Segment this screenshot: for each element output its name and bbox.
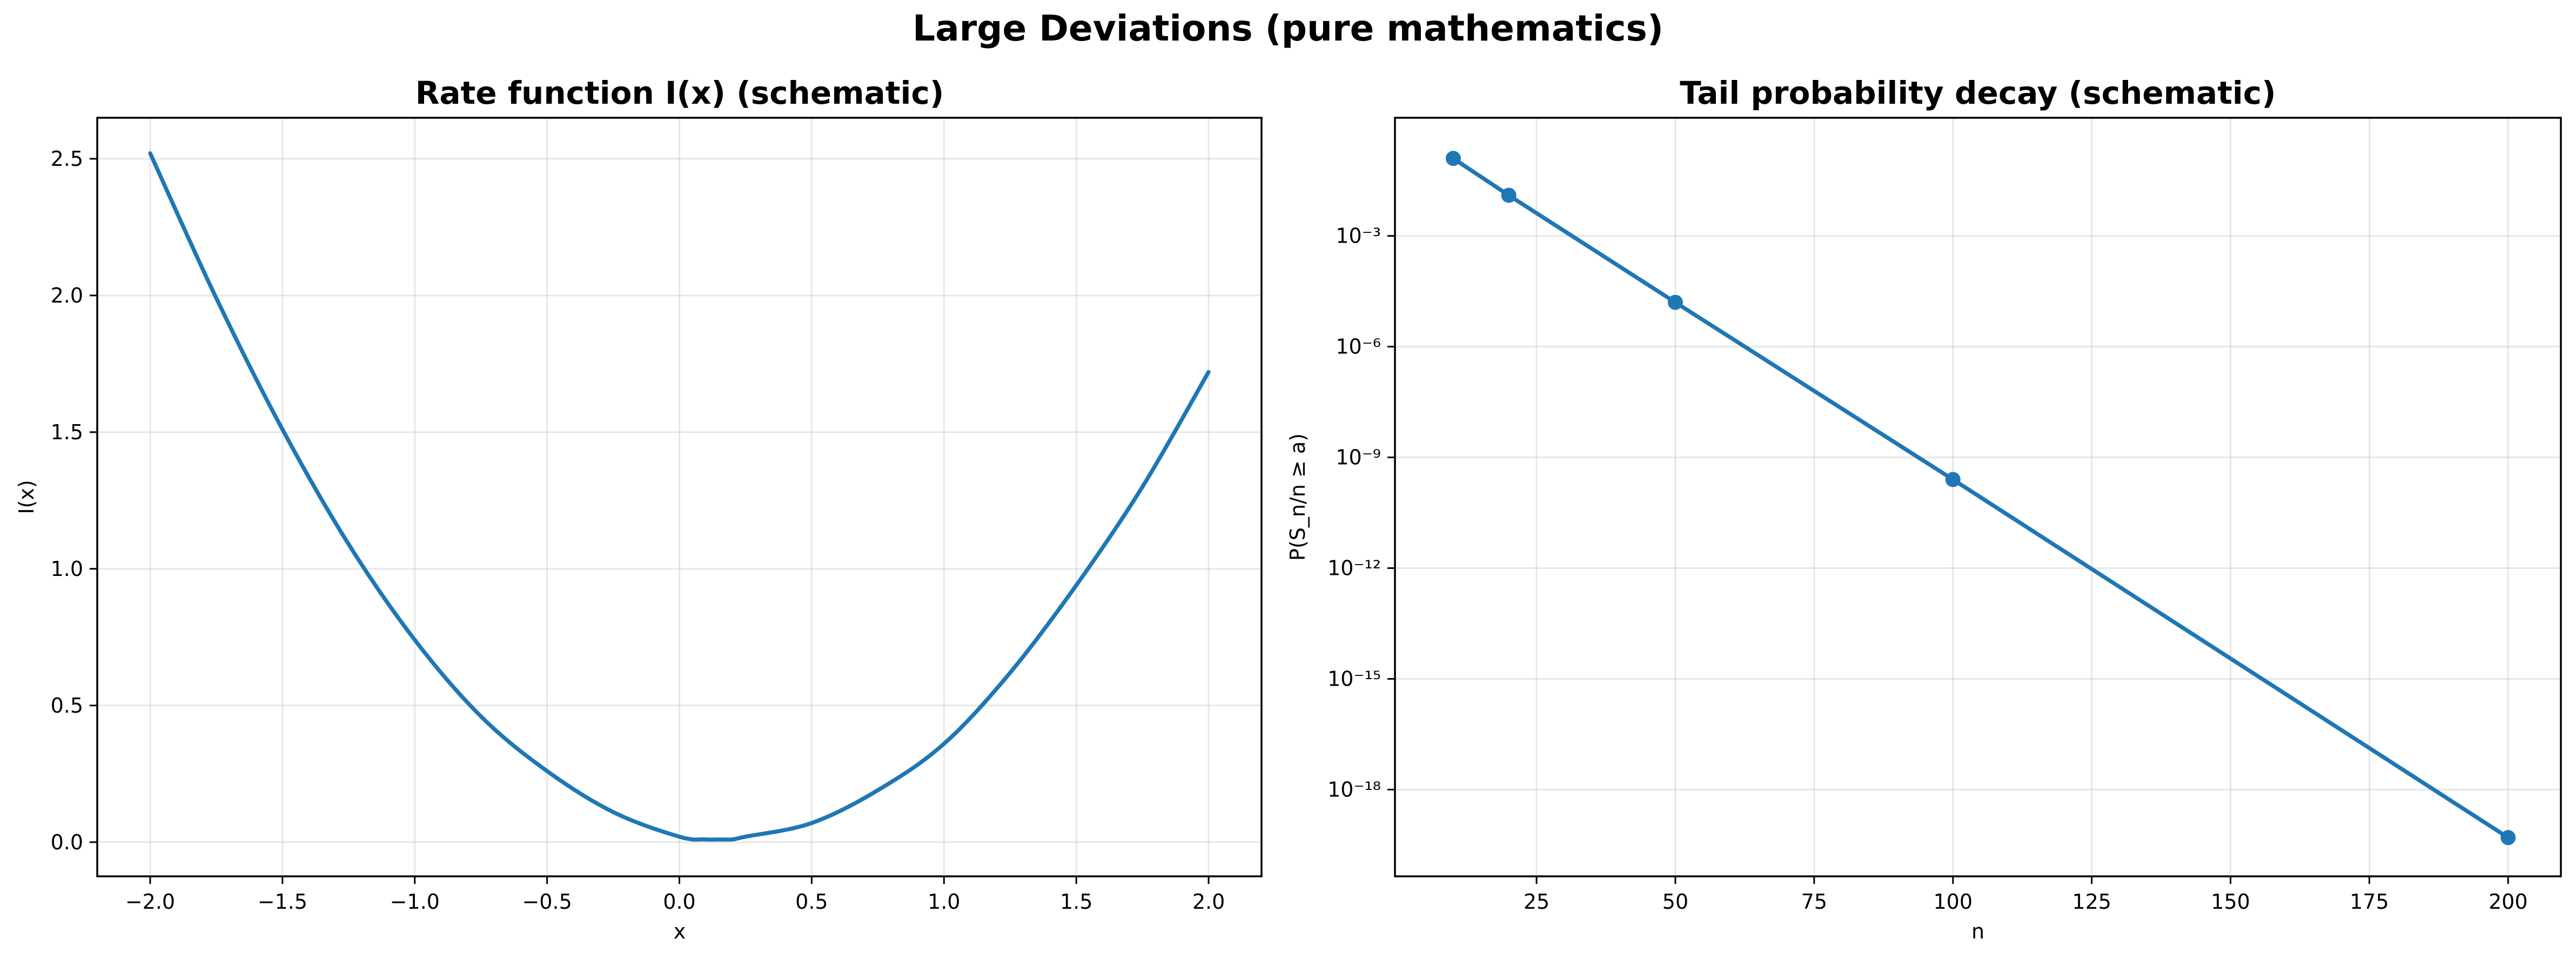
tail-probability-series-line (1451, 156, 2511, 840)
tail-probability-y-tick-label: 10⁻⁶ (1336, 335, 1381, 359)
rate-function-y-tick-label: 1.0 (51, 557, 83, 581)
rate-function-y-axis-label: I(x) (15, 480, 38, 514)
tail-probability-panel: Tail probability decay (schematic) 25 50 7… (1286, 75, 2562, 943)
rate-function-x-axis-label: x (674, 920, 686, 943)
tail-probability-data-point (1945, 472, 1961, 487)
rate-function-x-tick-label: 1.5 (1060, 890, 1092, 914)
tail-probability-data-point (1445, 151, 1461, 166)
rate-function-panel: Rate function I(x) (schematic) −2.0 −1.5 −… (15, 75, 1263, 943)
rate-function-y-tick-label: 0.5 (51, 694, 83, 717)
tail-probability-x-tick-label: 100 (1933, 890, 1973, 914)
rate-function-y-tick-label: 0.0 (51, 830, 83, 854)
rate-function-x-tick-label: 0.5 (795, 890, 828, 914)
tail-probability-x-tick-label: 175 (2350, 890, 2389, 914)
rate-function-x-tick-label: 2.0 (1192, 890, 1225, 914)
rate-function-x-tick-label: −2.0 (125, 890, 175, 914)
rate-function-x-tick-label: −1.5 (258, 890, 307, 914)
tail-probability-y-tick-label: 10⁻¹⁸ (1327, 777, 1381, 801)
rate-function-y-tick-label: 2.5 (51, 147, 83, 171)
tail-probability-y-axis-label: P(S_n/n ≥ a) (1286, 433, 1310, 561)
rate-function-x-tick-label: −0.5 (522, 890, 572, 914)
rate-function-x-tick-label: 1.0 (928, 890, 960, 914)
rate-function-x-tick-label: 0.0 (663, 890, 695, 914)
tail-probability-plot-frame (1394, 117, 2562, 877)
tail-probability-y-tick-label: 10⁻¹² (1327, 556, 1381, 580)
tail-probability-x-tick-label: 50 (1662, 890, 1688, 914)
tail-probability-title: Tail probability decay (schematic) (1680, 75, 2276, 111)
tail-probability-data-point (2500, 830, 2516, 846)
rate-function-y-tick-label: 1.5 (51, 420, 83, 444)
tail-probability-y-tick-label: 10⁻⁹ (1336, 446, 1381, 470)
tail-probability-x-axis-label: n (1971, 920, 1984, 943)
tail-probability-x-tick-label: 25 (1524, 890, 1549, 914)
tail-probability-x-tick-label: 75 (1801, 890, 1827, 914)
tail-probability-x-tick-label: 200 (2488, 890, 2528, 914)
rate-function-x-tick-label: −1.0 (390, 890, 440, 914)
tail-probability-x-tick-label: 150 (2211, 890, 2250, 914)
rate-function-y-tick-label: 2.0 (51, 284, 83, 307)
tail-probability-data-point (1667, 294, 1683, 310)
rate-function-title: Rate function I(x) (schematic) (415, 75, 944, 111)
tail-probability-y-tick-label: 10⁻¹⁵ (1327, 667, 1381, 690)
tail-probability-x-tick-label: 125 (2072, 890, 2111, 914)
figure-title: Large Deviations (pure mathematics) (913, 8, 1663, 49)
tail-probability-data-point (1501, 187, 1517, 203)
rate-function-series-line (148, 151, 1211, 842)
tail-probability-y-tick-label: 10⁻³ (1336, 224, 1381, 248)
